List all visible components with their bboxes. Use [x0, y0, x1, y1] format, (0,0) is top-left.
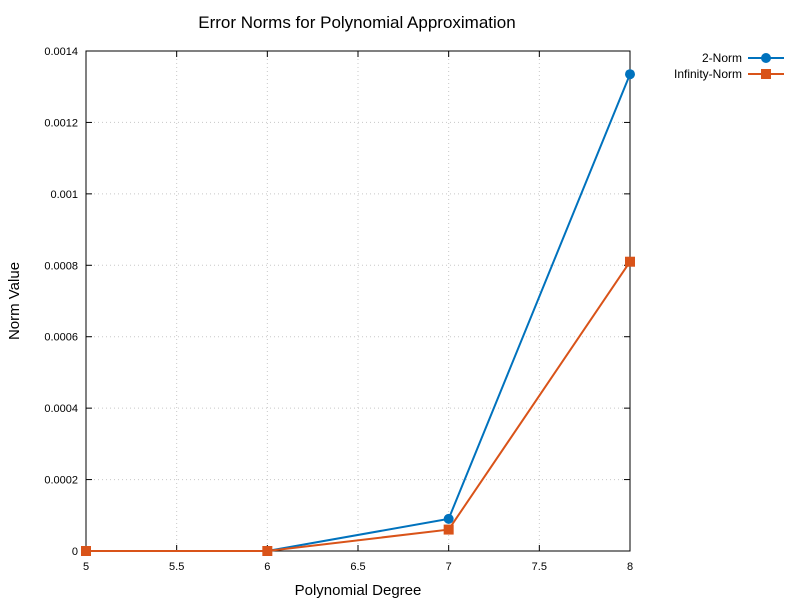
data-point-square [262, 546, 273, 556]
y-axis-label: Norm Value [6, 262, 23, 340]
y-tick-label: 0.0004 [44, 403, 78, 415]
legend-marker-square [761, 69, 771, 79]
grid [86, 51, 630, 551]
x-tick-label: 6.5 [350, 561, 365, 573]
y-tick-label: 0.0008 [44, 260, 78, 272]
y-axis-tick-labels: 0 0.0002 0.0004 0.0006 0.0008 0.001 0.0012 0.00… [44, 46, 78, 558]
data-point-square [443, 524, 454, 535]
series-line [86, 261, 631, 552]
x-axis-tick-labels: 5 5.5 6 6.5 7 7.5 8 [83, 561, 633, 573]
legend-label: Infinity-Norm [674, 67, 742, 81]
data-point-circle [625, 69, 635, 80]
data-point-square [625, 256, 635, 267]
legend: 2-Norm Infinity-Norm [674, 51, 784, 81]
y-tick-label: 0.0012 [44, 117, 78, 129]
data-point-square [81, 546, 91, 556]
legend-label: 2-Norm [702, 51, 742, 65]
x-tick-label: 5 [83, 561, 89, 573]
y-tick-label: 0.0002 [44, 475, 78, 487]
y-tick-label: 0.0006 [44, 332, 78, 344]
x-tick-label: 7.5 [532, 561, 547, 573]
y-tick-label: 0 [72, 546, 78, 558]
data-point-circle [443, 513, 454, 524]
legend-marker-circle [761, 53, 771, 63]
x-tick-label: 6 [264, 561, 270, 573]
y-tick-label: 0.0014 [44, 46, 78, 58]
x-tick-label: 7 [446, 561, 452, 573]
x-axis-label: Polynomial Degree [295, 582, 422, 599]
x-tick-label: 8 [627, 561, 633, 573]
chart-title: Error Norms for Polynomial Approximation [198, 13, 515, 32]
y-tick-label: 0.001 [50, 189, 78, 201]
x-tick-label: 5.5 [169, 561, 184, 573]
series [81, 69, 635, 556]
